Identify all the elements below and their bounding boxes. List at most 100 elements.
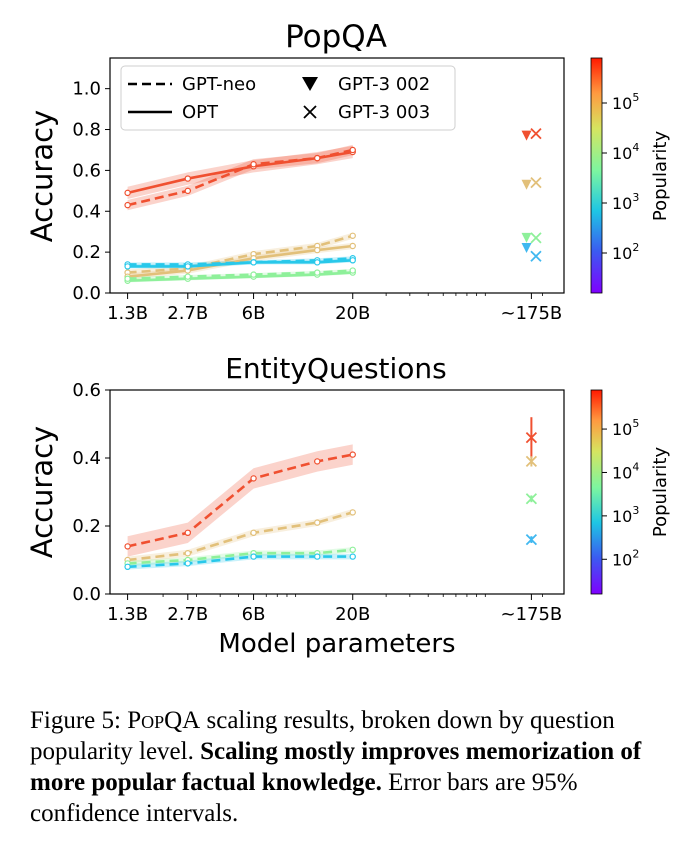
confidence-band	[127, 232, 353, 276]
x-tick-label: 1.3B	[107, 604, 148, 625]
colorbar-tick-label: 102	[612, 241, 639, 263]
data-point	[349, 146, 356, 154]
data-point	[124, 201, 131, 209]
data-point	[314, 269, 321, 276]
data-point	[349, 242, 356, 250]
figure-caption: Figure 5: PopQA scaling results, broken …	[30, 705, 670, 829]
data-point	[250, 271, 257, 278]
gpt3-002-point	[521, 243, 532, 254]
popqa-axes-frame	[109, 57, 565, 294]
colorbar-tick-label: 102	[612, 547, 639, 569]
popqa-plot-area	[124, 127, 542, 284]
legend-x-icon	[303, 105, 317, 119]
legend-gpt-neo: GPT-neo	[182, 74, 256, 95]
entityquestions-axes-frame	[109, 389, 565, 595]
popqa-title: PopQA	[285, 19, 387, 55]
colorbar-tick-label: 104	[612, 141, 639, 163]
data-point	[349, 509, 356, 516]
x-tick-label: 20B	[335, 303, 370, 324]
y-tick-label: 1.0	[72, 79, 101, 100]
x-tick-label: ~175B	[500, 604, 562, 625]
data-point	[124, 263, 131, 270]
colorbar-tick-label: 105	[612, 417, 639, 439]
data-point	[124, 275, 131, 282]
data-point	[250, 529, 257, 537]
gpt3-003-point	[530, 232, 542, 244]
data-point	[184, 273, 191, 280]
colorbar-tick-label: 105	[612, 91, 639, 113]
gpt3-003-point	[525, 533, 538, 546]
data-point	[349, 257, 356, 264]
caption-text-end: Error bars are 95% confidence intervals.	[30, 769, 578, 827]
legend-opt: OPT	[182, 102, 219, 123]
data-point	[184, 187, 191, 195]
legend-box	[120, 65, 456, 131]
data-point	[349, 553, 356, 560]
gpt3-002-point	[521, 130, 532, 141]
y-tick-label: 0.6	[72, 380, 101, 401]
data-point	[184, 529, 191, 537]
data-point	[124, 543, 131, 550]
data-point	[314, 458, 321, 465]
gpt3-003-point	[530, 250, 542, 262]
entityquestions-y-axis-label: Accuracy	[25, 426, 59, 558]
data-point	[349, 451, 356, 458]
x-tick-label: 6B	[242, 604, 266, 625]
entityquestions-title: EntityQuestions	[225, 352, 447, 385]
data-point	[124, 189, 131, 197]
popqa-chart: PopQA Accuracy 0.0 0.2 0.4 0.6 0.8 1.0 1.3B 2.7…	[25, 19, 671, 324]
popqa-colorbar-gradient	[590, 57, 603, 294]
legend-triangle-icon	[302, 77, 318, 91]
popqa-colorbar-title: Popularity	[650, 131, 671, 222]
data-point	[250, 161, 257, 168]
data-point	[184, 550, 191, 557]
confidence-band	[127, 444, 353, 557]
x-axis-label: Model parameters	[218, 629, 455, 659]
y-tick-label: 0.4	[72, 448, 101, 469]
x-tick-label: 20B	[335, 604, 370, 625]
x-tick-label: 2.7B	[167, 604, 208, 625]
data-point	[184, 175, 191, 182]
legend-gpt3-002: GPT-3 002	[338, 74, 430, 95]
caption-label: Figure 5:	[30, 707, 121, 734]
entityquestions-ticks: 0.0 0.2 0.4 0.6 1.3B 2.7B 6B 20B ~175B	[72, 380, 562, 625]
entityquestions-colorbar: 102 103 104 105 Popularity	[590, 389, 671, 595]
data-point	[314, 259, 321, 266]
x-tick-label: 2.7B	[167, 303, 208, 324]
data-point	[124, 563, 131, 571]
data-point	[184, 263, 191, 270]
y-tick-label: 0.4	[72, 201, 101, 222]
data-point	[184, 560, 191, 567]
y-tick-label: 0.2	[72, 242, 101, 263]
entityquestions-colorbar-gradient	[590, 389, 603, 595]
caption-dataset-name: PopQA	[127, 707, 201, 734]
data-point	[314, 519, 321, 526]
data-point	[349, 232, 356, 239]
popqa-ticks: 0.0 0.2 0.4 0.6 0.8 1.0 1.3B 2.7B 6B 20B ~175B	[72, 79, 562, 324]
data-point	[314, 246, 321, 254]
confidence-band	[127, 144, 353, 211]
y-tick-label: 0.2	[72, 516, 101, 537]
entityquestions-plot-area	[124, 417, 538, 571]
gpt3-003-point	[525, 431, 538, 444]
entityquestions-colorbar-ticks: 102 103 104 105	[602, 417, 639, 569]
gpt3-003-point	[530, 127, 542, 140]
colorbar-tick-label: 103	[612, 504, 639, 526]
gpt3-002-point	[521, 179, 532, 190]
data-point	[250, 475, 257, 482]
legend: GPT-neo OPT GPT-3 002 GPT-3 003	[120, 65, 456, 131]
data-point	[314, 553, 321, 560]
data-point	[250, 553, 257, 560]
colorbar-tick-label: 104	[612, 460, 639, 482]
x-tick-label: 1.3B	[107, 303, 148, 324]
data-point	[349, 267, 356, 274]
gpt3-002-point	[521, 232, 532, 243]
data-point	[349, 546, 356, 554]
x-tick-label: 6B	[242, 303, 266, 324]
legend-gpt3-003: GPT-3 003	[338, 102, 430, 123]
popqa-colorbar-ticks: 102 103 104 105	[602, 91, 639, 263]
y-tick-label: 0.0	[72, 283, 101, 304]
caption-bold-text: Scaling mostly improves memorization of …	[30, 738, 642, 796]
y-tick-label: 0.6	[72, 160, 101, 181]
popqa-colorbar: 102 103 104 105 Popularity	[590, 57, 671, 294]
